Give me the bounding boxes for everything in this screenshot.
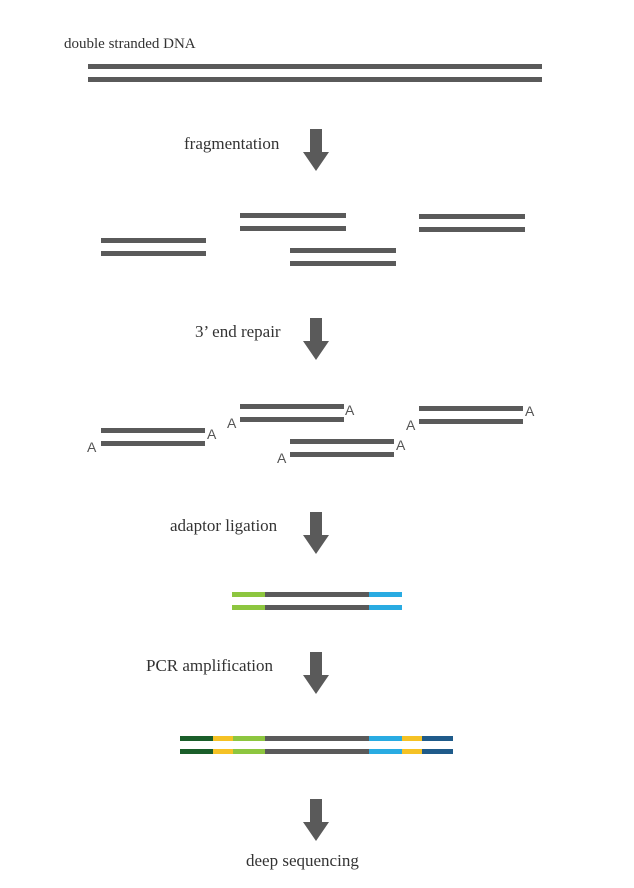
insert-bottom (265, 749, 369, 754)
fragment-bottom-middle (290, 248, 396, 266)
arrow-down-icon (303, 652, 329, 694)
index-yellow-left-top (213, 736, 233, 741)
a-tail-label: A (207, 426, 217, 442)
step-sequencing-label: deep sequencing (246, 851, 359, 870)
adaptor-right-bottom (369, 605, 402, 610)
dsdna-full (88, 64, 542, 82)
a-tailed-fragment-left: A A (87, 426, 217, 455)
adaptor-right-top (369, 736, 402, 741)
a-tailed-fragment-right: A A (406, 403, 535, 433)
index-dark-green-top (180, 736, 213, 741)
a-tail-label: A (345, 402, 355, 418)
step-fragmentation-label: fragmentation (184, 134, 280, 153)
pcr-amplified-fragment (180, 736, 453, 754)
index-yellow-left-bottom (213, 749, 233, 754)
insert-top (265, 592, 369, 597)
arrow-down-icon (303, 799, 329, 841)
adaptor-left-bottom (232, 605, 265, 610)
strand-top (88, 64, 542, 69)
a-tail-label: A (277, 450, 287, 466)
a-tail-label: A (396, 437, 406, 453)
a-tailed-fragments-group: A A A A A A A A (87, 402, 535, 466)
adaptor-left-top (232, 592, 265, 597)
index-yellow-right-top (402, 736, 422, 741)
a-tail-label: A (87, 439, 97, 455)
adaptor-right-top (369, 592, 402, 597)
fragment-top-middle (240, 213, 346, 231)
adaptor-ligated-fragment (232, 592, 402, 610)
arrow-down-icon (303, 129, 329, 171)
step-end-repair-label: 3’ end repair (195, 322, 281, 341)
a-tail-label: A (406, 417, 416, 433)
strand-bottom (88, 77, 542, 82)
insert-top (265, 736, 369, 741)
a-tail-label: A (525, 403, 535, 419)
index-yellow-right-bottom (402, 749, 422, 754)
title-label: double stranded DNA (64, 36, 196, 52)
insert-bottom (265, 605, 369, 610)
index-dark-green-bottom (180, 749, 213, 754)
arrow-down-icon (303, 512, 329, 554)
adaptor-left-bottom (233, 749, 265, 754)
index-dark-blue-top (422, 736, 453, 741)
a-tailed-fragment-top-middle: A A (227, 402, 355, 431)
fragment-left (101, 238, 206, 256)
fragments-group (101, 213, 525, 266)
fragment-right (419, 214, 525, 232)
step-adaptor-ligation-label: adaptor ligation (170, 516, 278, 535)
step-pcr-label: PCR amplification (146, 656, 274, 675)
adaptor-left-top (233, 736, 265, 741)
adaptor-right-bottom (369, 749, 402, 754)
arrow-down-icon (303, 318, 329, 360)
a-tail-label: A (227, 415, 237, 431)
a-tailed-fragment-bottom-middle: A A (277, 437, 406, 466)
index-dark-blue-bottom (422, 749, 453, 754)
